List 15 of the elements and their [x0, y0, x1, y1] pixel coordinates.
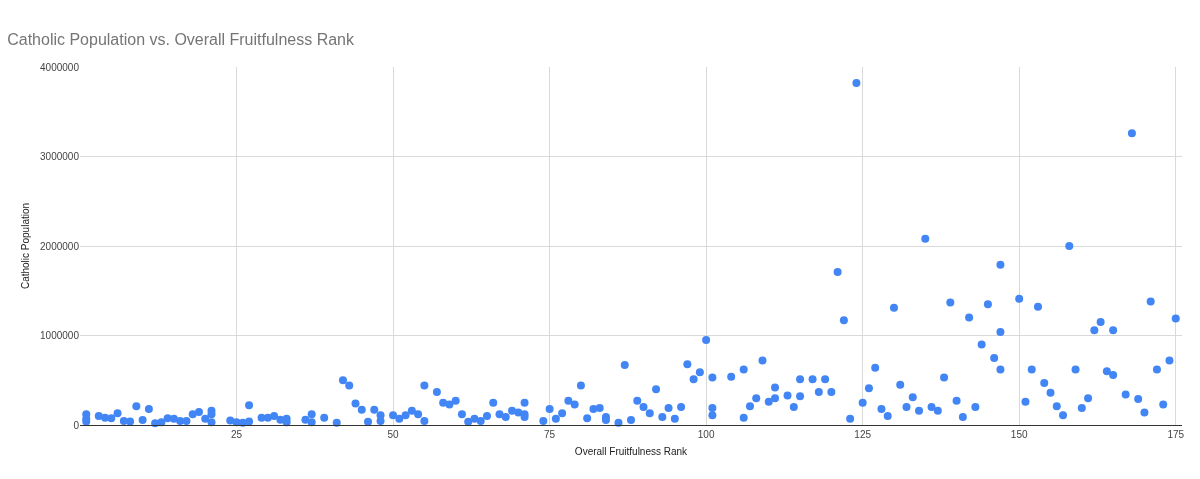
- x-tick-label: 100: [697, 429, 715, 440]
- y-tick-label: 1000000: [40, 330, 80, 341]
- x-axis-title: Overall Fruitfulness Rank: [574, 445, 689, 457]
- x-tick-label: 25: [230, 429, 243, 440]
- x-tick-label: 50: [387, 429, 400, 440]
- y-tick-label: 0: [73, 419, 80, 431]
- x-tick-label: 75: [544, 429, 556, 440]
- x-tick-label: 125: [854, 429, 872, 440]
- chart-title: Catholic Population vs. Overall Fruitfulness Rank: [7, 30, 356, 48]
- x-tick-label: 175: [1167, 429, 1185, 440]
- y-tick-label: 2000000: [40, 240, 80, 252]
- y-axis-title: Catholic Population: [20, 202, 32, 290]
- y-tick-label: 4000000: [40, 61, 80, 73]
- x-tick-label: 150: [1010, 429, 1028, 440]
- y-tick-label: 3000000: [40, 151, 80, 162]
